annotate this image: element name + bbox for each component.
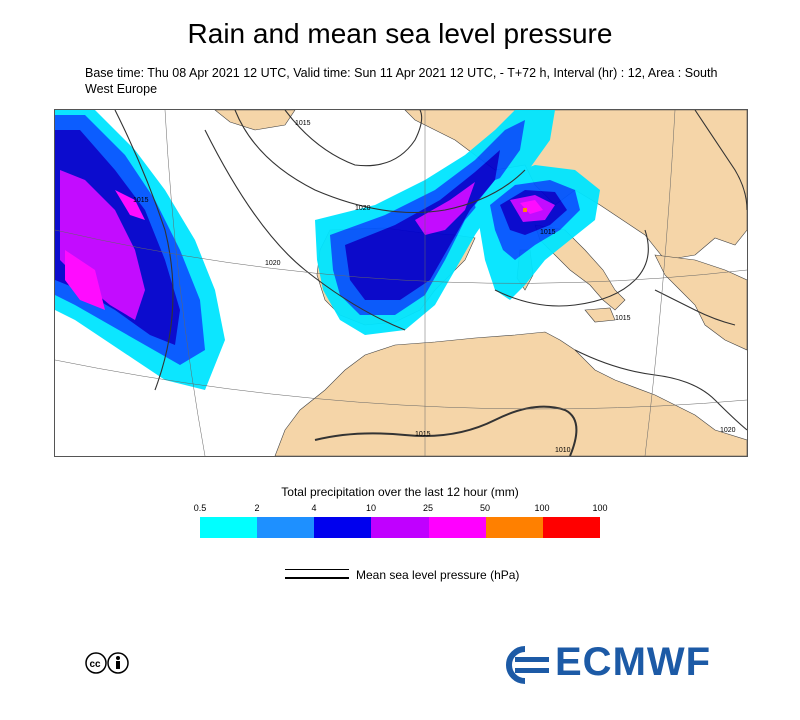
map-canvas: 1015 1015 1020 1020 1015 1015 1010 1015 … (55, 110, 747, 456)
isobar-label: 1020 (265, 260, 281, 267)
isobar-line (654, 289, 736, 326)
precipitation-layer (55, 110, 600, 390)
landmass-sicily (584, 307, 616, 323)
color-swatch (485, 517, 543, 538)
svg-text:cc: cc (90, 659, 102, 670)
color-swatch (542, 517, 600, 538)
isobar-label: 1015 (415, 431, 431, 438)
legend-tick: 10 (365, 503, 377, 513)
ecmwf-logo-text: ECMWF (555, 640, 712, 684)
isobar-line (234, 110, 526, 214)
isobar-line (494, 229, 649, 307)
graticule-layer (55, 110, 747, 456)
isobar-label: 1015 (540, 229, 556, 236)
isobar-label: 1015 (615, 315, 631, 322)
color-swatch (428, 517, 486, 538)
color-swatch (200, 517, 258, 538)
isobar-line (114, 110, 174, 391)
isobar-label: 1020 (355, 205, 371, 212)
legend-tick: 25 (422, 503, 434, 513)
color-scale (200, 517, 600, 538)
legend-tick: 100 (592, 503, 608, 513)
landmass-britain (214, 110, 296, 131)
cc-by-icon: cc (85, 652, 129, 679)
weather-map: 1015 1015 1020 1020 1015 1015 1010 1015 … (54, 109, 748, 457)
isobar-line (574, 349, 747, 431)
isobar-label: 1015 (133, 197, 149, 204)
legend-tick: 100 (534, 503, 550, 513)
legend-tick: 50 (479, 503, 491, 513)
ecmwf-logo-icon (497, 645, 553, 690)
landmass-balkans (654, 254, 747, 351)
legend-title: Total precipitation over the last 12 hou… (281, 485, 519, 499)
isobar-labels: 1015 1015 1020 1020 1015 1015 1010 1015 … (133, 120, 736, 454)
map-title: Rain and mean sea level pressure (187, 18, 613, 49)
isobar-line (284, 110, 423, 167)
mslp-legend-symbol (285, 567, 349, 581)
isobar-line (694, 110, 747, 211)
legend-tick: 2 (254, 503, 260, 513)
isobar-layer (114, 110, 747, 456)
legend-tick: 4 (311, 503, 317, 513)
isobar-line (204, 129, 406, 331)
isobar-line-bold (314, 405, 578, 456)
isobar-label: 1010 (555, 447, 571, 454)
isobar-label: 1015 (295, 120, 311, 127)
color-swatch (314, 517, 372, 538)
legend-tick: 0.5 (193, 503, 207, 513)
landmass-north-africa (274, 331, 747, 456)
map-subtitle: Base time: Thu 08 Apr 2021 12 UTC, Valid… (85, 66, 718, 96)
isobar-label: 1020 (720, 427, 736, 434)
color-swatch (371, 517, 429, 538)
mslp-legend-label: Mean sea level pressure (hPa) (356, 568, 520, 582)
color-swatch (257, 517, 315, 538)
